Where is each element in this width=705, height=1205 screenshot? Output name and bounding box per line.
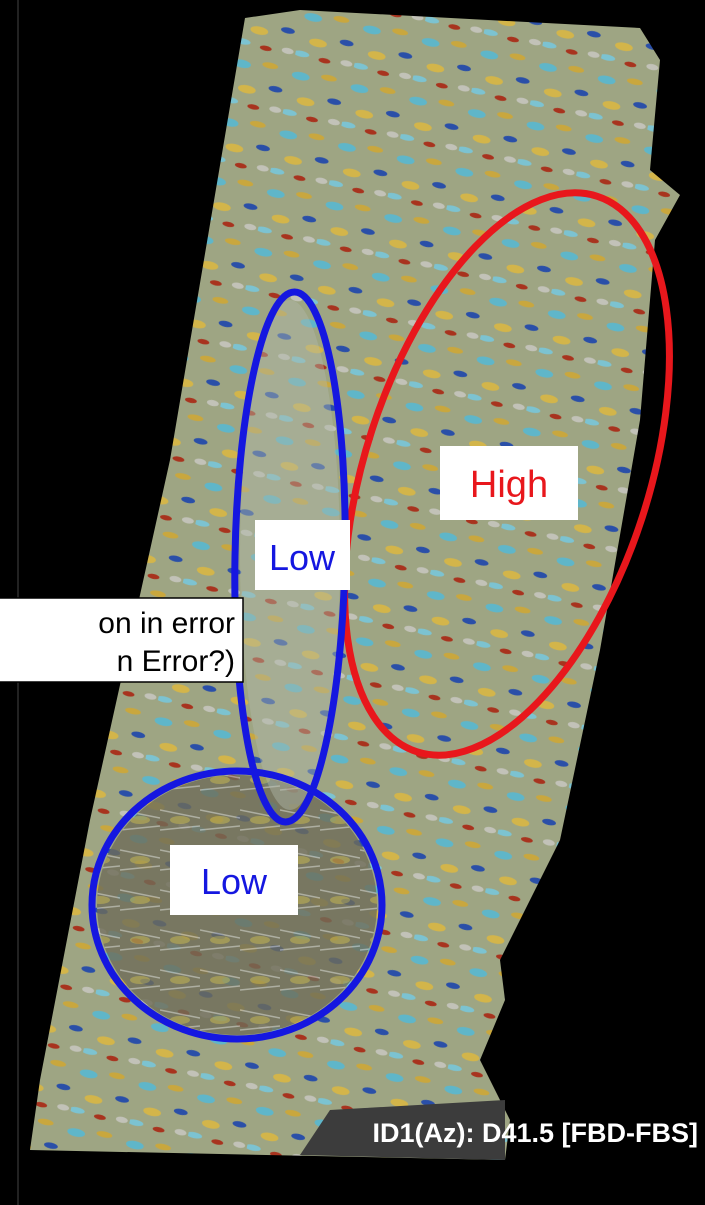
slide: High Low Low on in error n Error?) ID1(A…: [0, 0, 705, 1205]
callout-line: on in error: [98, 607, 235, 640]
page: High Low Low on in error n Error?) ID1(A…: [0, 0, 705, 1205]
label-low: Low: [201, 861, 268, 902]
label-low: Low: [269, 537, 336, 578]
callout-line: n Error?): [117, 645, 235, 678]
caption: ID1(Az): D41.5 [FBD-FBS]: [372, 1118, 698, 1148]
label-high: High: [470, 464, 548, 506]
